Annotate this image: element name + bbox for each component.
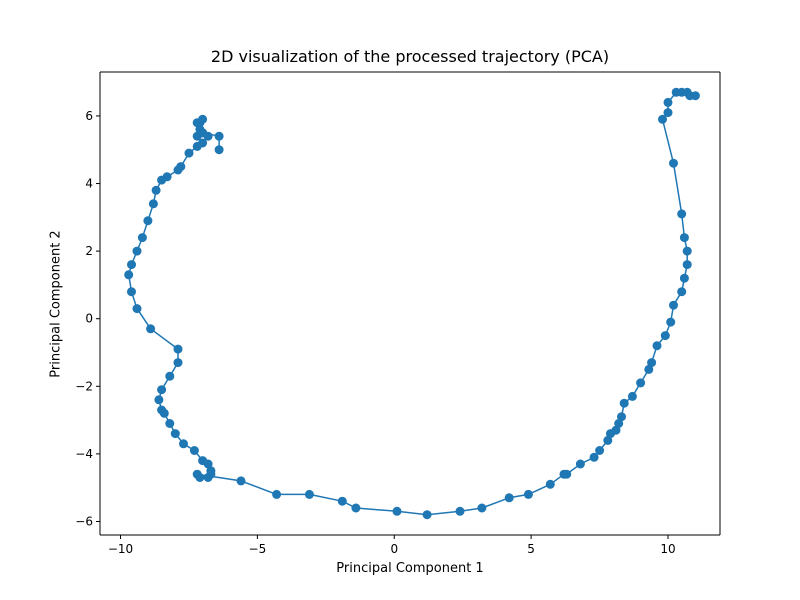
- data-point: [127, 260, 136, 270]
- data-point: [679, 233, 689, 243]
- data-point: [660, 331, 670, 341]
- y-tick-label: 4: [85, 177, 93, 191]
- data-point: [422, 510, 432, 520]
- data-point: [562, 469, 572, 479]
- data-point: [663, 97, 673, 107]
- data-point: [203, 459, 213, 469]
- data-point: [614, 419, 624, 428]
- data-point: [682, 260, 692, 270]
- data-point: [603, 435, 613, 445]
- data-point: [652, 341, 662, 351]
- data-point: [677, 209, 687, 219]
- data-point: [127, 287, 136, 297]
- data-point: [214, 131, 224, 141]
- data-point: [595, 446, 605, 455]
- data-point: [146, 324, 156, 334]
- data-point: [189, 446, 199, 455]
- x-tick-label: 0: [390, 542, 398, 556]
- x-tick-label: 5: [527, 542, 535, 556]
- chart-title: 2D visualization of the processed trajec…: [210, 47, 610, 66]
- data-point: [337, 496, 347, 506]
- data-point: [677, 287, 687, 297]
- x-tick-label: −10: [108, 542, 133, 556]
- data-point: [179, 439, 188, 449]
- data-point: [504, 493, 514, 503]
- data-point: [690, 91, 700, 101]
- data-point: [192, 141, 202, 151]
- data-point: [132, 246, 142, 256]
- data-point: [192, 118, 202, 128]
- y-tick-label: −6: [75, 514, 93, 528]
- data-point: [619, 398, 629, 408]
- data-point: [647, 358, 657, 368]
- data-point: [192, 469, 202, 479]
- data-point: [545, 479, 555, 489]
- data-point: [663, 108, 673, 118]
- data-point: [165, 371, 175, 381]
- y-tick-label: −4: [75, 447, 93, 461]
- data-point: [203, 131, 213, 141]
- data-point: [682, 246, 692, 256]
- data-point: [669, 300, 678, 310]
- data-point: [154, 395, 164, 405]
- x-tick-label: 10: [660, 542, 675, 556]
- x-tick-label: −5: [249, 542, 267, 556]
- data-point: [679, 273, 689, 283]
- data-point: [477, 503, 487, 513]
- x-axis-label: Principal Component 1: [336, 561, 484, 576]
- data-point: [165, 419, 175, 428]
- data-point: [173, 358, 183, 368]
- data-point: [236, 476, 246, 486]
- y-tick-label: 6: [85, 109, 93, 123]
- data-point: [148, 199, 158, 209]
- data-point: [644, 364, 654, 374]
- data-point: [184, 148, 194, 158]
- data-point: [151, 185, 161, 195]
- data-point: [173, 344, 183, 354]
- data-point: [124, 270, 134, 280]
- data-point: [669, 158, 678, 168]
- data-point: [304, 489, 314, 499]
- data-point: [589, 452, 599, 462]
- data-point: [658, 114, 667, 124]
- data-point: [351, 503, 361, 513]
- data-point: [272, 489, 282, 499]
- data-point: [170, 429, 180, 439]
- plot-area: [100, 72, 720, 535]
- data-point: [203, 473, 213, 482]
- data-point: [455, 506, 465, 516]
- data-point: [157, 175, 167, 185]
- data-point: [143, 216, 153, 226]
- data-point: [666, 317, 676, 327]
- data-point: [523, 489, 533, 499]
- data-point: [575, 459, 585, 469]
- data-point: [617, 412, 626, 422]
- y-axis-label: Principal Component 2: [48, 230, 64, 378]
- data-point: [627, 391, 637, 401]
- data-point: [214, 145, 224, 155]
- data-point: [137, 233, 147, 243]
- data-point: [159, 408, 169, 418]
- y-tick-label: 2: [85, 244, 93, 258]
- data-point: [392, 506, 402, 516]
- y-tick-label: −2: [75, 379, 93, 393]
- data-point: [636, 378, 646, 388]
- data-point: [173, 165, 183, 175]
- y-tick-label: 0: [85, 312, 93, 326]
- data-point: [157, 385, 167, 395]
- data-point: [132, 304, 142, 314]
